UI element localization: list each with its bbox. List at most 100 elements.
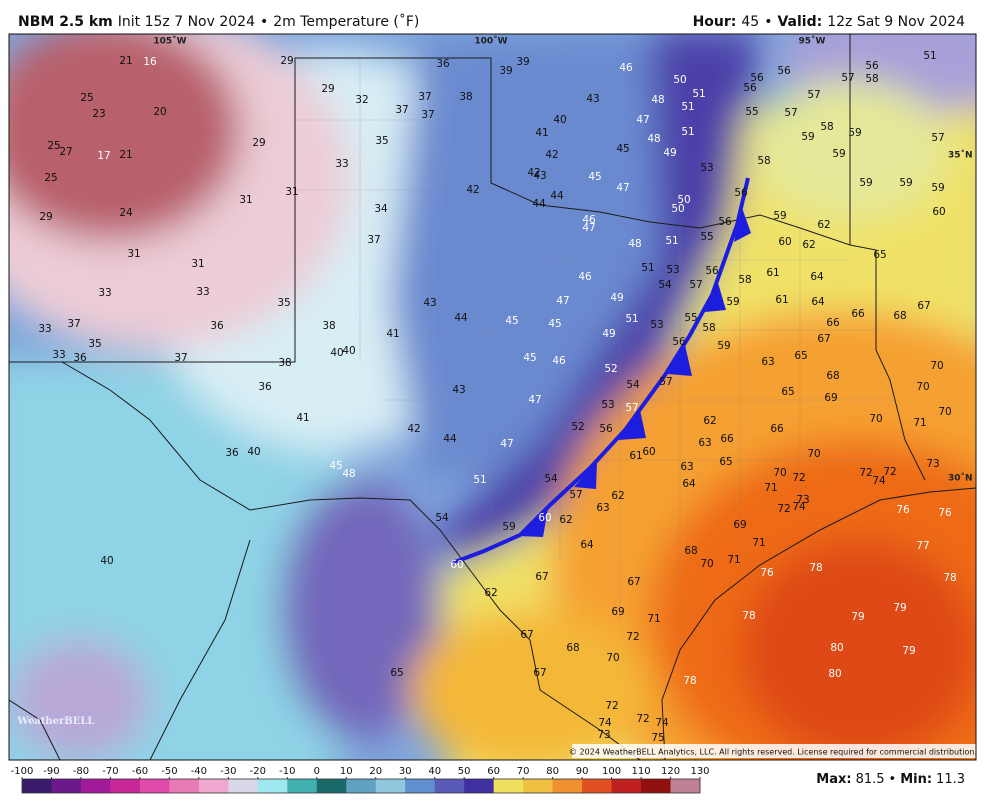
colorbar-tick-label: 0 — [314, 766, 320, 777]
temperature-label: 43 — [586, 93, 599, 105]
temperature-label: 35 — [375, 135, 388, 147]
temperature-label: 55 — [745, 106, 758, 118]
temperature-label: 63 — [698, 437, 711, 449]
temperature-label: 16 — [143, 56, 157, 68]
coastline — [661, 487, 976, 760]
temperature-label: 51 — [681, 101, 694, 113]
temperature-label: 52 — [604, 363, 617, 375]
temperature-label: 41 — [535, 127, 548, 139]
lat-label: 35˚N — [948, 150, 973, 161]
temperature-label: 57 — [807, 89, 820, 101]
temperature-label: 29 — [321, 83, 334, 95]
temperature-label: 39 — [499, 65, 512, 77]
temperature-label: 61 — [766, 267, 779, 279]
colorbar-tick-label: -100 — [11, 766, 34, 777]
temperature-label: 78 — [943, 572, 956, 584]
temperature-label: 65 — [781, 386, 794, 398]
colorbar-tick-label: -80 — [73, 766, 89, 777]
colorbar-segment — [287, 779, 318, 793]
hour: 45 — [741, 14, 759, 30]
temperature-label: 56 — [718, 216, 732, 228]
temperature-label: 53 — [700, 162, 713, 174]
temperature-label: 62 — [484, 587, 497, 599]
temperature-label: 47 — [556, 295, 569, 307]
temperature-label: 46 — [619, 62, 633, 74]
borders — [9, 34, 976, 760]
colorbar-segment — [493, 779, 524, 793]
temperature-label: 38 — [322, 320, 335, 332]
lon-label: 100˚W — [474, 36, 507, 47]
temperature-label: 71 — [727, 554, 740, 566]
temperature-label: 51 — [681, 126, 694, 138]
temperature-label: 69 — [733, 519, 746, 531]
temperature-label: 70 — [938, 406, 951, 418]
hour-label: Hour: — [693, 14, 737, 30]
temperature-label: 47 — [500, 438, 513, 450]
temperature-label: 68 — [826, 370, 839, 382]
temperature-label: 42 — [466, 184, 479, 196]
temperature-label: 80 — [828, 668, 841, 680]
temperature-label: 38 — [459, 91, 472, 103]
temperature-label: 31 — [285, 186, 298, 198]
colorbar-tick-label: -50 — [161, 766, 177, 777]
colorbar-segment — [552, 779, 583, 793]
temperature-label: 72 — [777, 503, 790, 515]
colorbar-tick-label: -30 — [220, 766, 236, 777]
temperature-label: 67 — [520, 629, 533, 641]
valid: 12z Sat 9 Nov 2024 — [827, 14, 965, 30]
temperature-label: 76 — [896, 504, 910, 516]
copyright: © 2024 WeatherBELL Analytics, LLC. All r… — [569, 748, 977, 757]
temperature-label: 39 — [516, 56, 529, 68]
colorbar-tick-label: 20 — [369, 766, 382, 777]
temperature-label: 65 — [390, 667, 403, 679]
temperature-label: 37 — [367, 234, 380, 246]
temperature-label: 59 — [848, 127, 861, 139]
state-border — [875, 283, 926, 481]
temperature-label: 55 — [700, 231, 713, 243]
colorbar-tick-label: 60 — [487, 766, 500, 777]
temperature-label: 41 — [296, 412, 309, 424]
temperature-label: 62 — [611, 490, 624, 502]
temperature-label: 64 — [682, 478, 696, 490]
lon-label: 95˚W — [799, 36, 826, 47]
temperature-label: 59 — [502, 521, 515, 533]
temperature-label: 55 — [684, 312, 697, 324]
lat-label: 30˚N — [948, 473, 973, 484]
temperature-label: 52 — [571, 421, 584, 433]
colorbar-segment — [346, 779, 377, 793]
cold-front — [451, 177, 751, 565]
temperature-label: 45 — [523, 352, 536, 364]
temperature-label: 70 — [869, 413, 882, 425]
temperature-label: 72 — [626, 631, 639, 643]
county-lines — [295, 58, 900, 640]
temperature-label: 75 — [651, 732, 664, 744]
colorbar-segment — [464, 779, 495, 793]
temperature-label: 67 — [917, 300, 930, 312]
temperature-label: 42 — [407, 423, 420, 435]
temperature-label: 60 — [538, 512, 551, 524]
temperature-label: 17 — [97, 150, 110, 162]
temperature-label: 58 — [865, 73, 878, 85]
temperature-label: 21 — [119, 149, 132, 161]
temperature-label: 64 — [580, 539, 594, 551]
colorbar-tick-label: 10 — [340, 766, 353, 777]
max: 81.5 — [856, 772, 885, 787]
temperature-label: 51 — [625, 313, 638, 325]
colorbar-segment — [641, 779, 672, 793]
temperature-field — [9, 34, 976, 760]
temperature-label: 46 — [578, 271, 592, 283]
temperature-label: 47 — [616, 182, 629, 194]
colorbar-tick-label: 130 — [690, 766, 709, 777]
temperature-label: 40 — [100, 555, 113, 567]
temperature-label: 45 — [505, 315, 518, 327]
temperature-label: 57 — [569, 489, 582, 501]
temperature-label: 48 — [651, 94, 664, 106]
temperature-label: 50 — [673, 74, 686, 86]
temperature-label: 74 — [872, 475, 886, 487]
temperature-label: 48 — [628, 238, 641, 250]
temperature-label: 78 — [683, 675, 696, 687]
temperature-label: 67 — [533, 667, 546, 679]
temperature-label: 58 — [757, 155, 770, 167]
temperature-label: 32 — [355, 94, 368, 106]
temperature-label: 60 — [932, 206, 945, 218]
